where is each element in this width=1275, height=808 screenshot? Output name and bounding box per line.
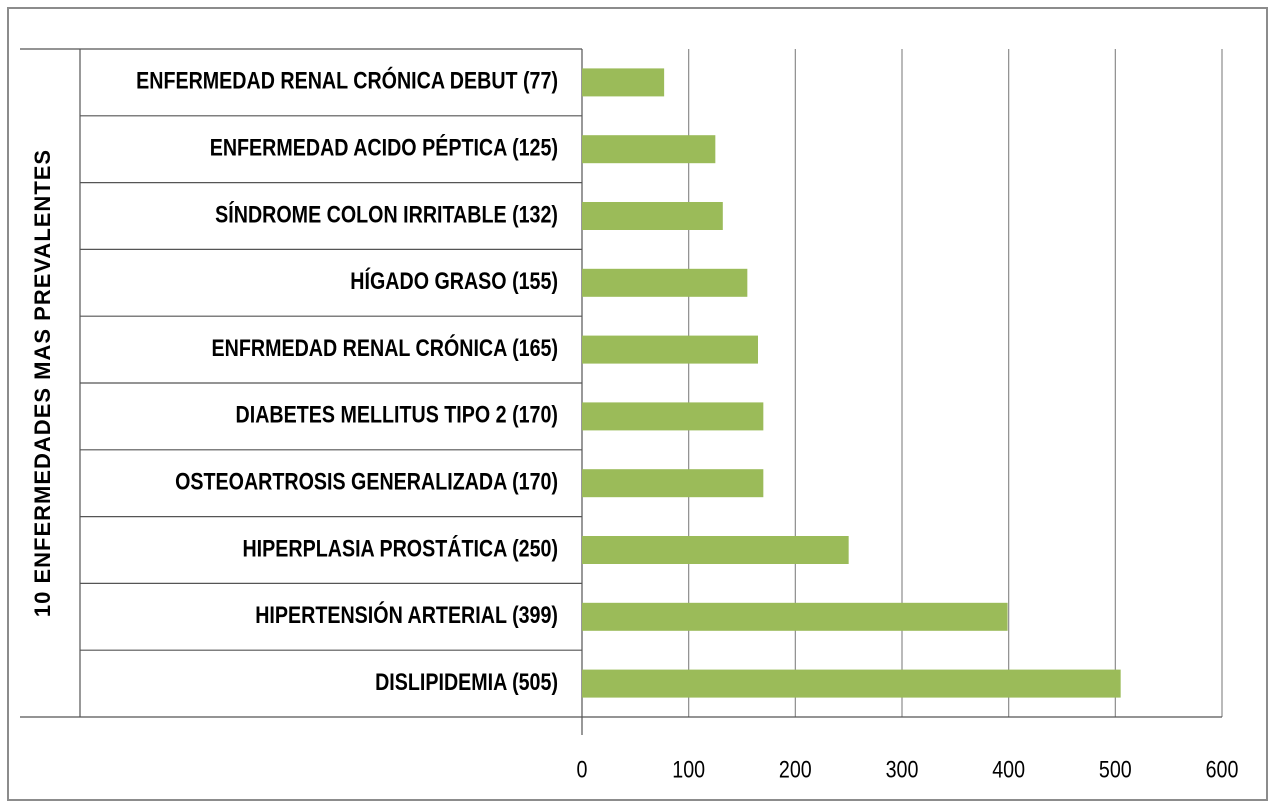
category-label: OSTEOARTROSIS GENERALIZADA (170) <box>175 468 558 495</box>
x-tick-label: 200 <box>779 755 812 782</box>
category-label-group: SÍNDROME COLON IRRITABLE (132) <box>215 200 558 227</box>
category-label: ENFERMEDAD ACIDO PÉPTICA (125) <box>210 134 558 161</box>
category-label-group: HÍGADO GRASO (155) <box>350 267 558 294</box>
bar <box>582 536 849 564</box>
category-label-group: HIPERTENSIÓN ARTERIAL (399) <box>255 601 558 628</box>
category-label: ENFRMEDAD RENAL CRÓNICA (165) <box>212 334 558 361</box>
category-label-group: DIABETES MELLITUS TIPO 2 (170) <box>236 401 558 428</box>
x-tick-label: 300 <box>886 755 919 782</box>
category-label: ENFERMEDAD RENAL CRÓNICA DEBUT (77) <box>136 67 558 94</box>
x-tick-label: 0 <box>577 755 588 782</box>
x-tick-label: 500 <box>1099 755 1132 782</box>
x-tick-label: 100 <box>672 755 705 782</box>
bar <box>582 268 748 297</box>
category-label-group: ENFRMEDAD RENAL CRÓNICA (165) <box>212 334 558 361</box>
bar <box>582 135 716 164</box>
category-label: HIPERTENSIÓN ARTERIAL (399) <box>255 601 558 628</box>
category-label: DIABETES MELLITUS TIPO 2 (170) <box>236 401 558 428</box>
bar <box>582 669 1121 698</box>
category-label-group: DISLIPIDEMIA (505) <box>375 668 558 695</box>
category-label-group: ENFERMEDAD ACIDO PÉPTICA (125) <box>210 134 558 161</box>
category-label-group: OSTEOARTROSIS GENERALIZADA (170) <box>175 468 558 495</box>
bar <box>582 469 764 498</box>
category-label-group: ENFERMEDAD RENAL CRÓNICA DEBUT (77) <box>136 67 558 94</box>
bar <box>582 202 723 230</box>
y-axis-label: 10 ENFERMEDADES MAS PREVALENTES <box>30 149 55 617</box>
category-label: SÍNDROME COLON IRRITABLE (132) <box>215 200 558 227</box>
bar <box>582 402 764 431</box>
bar <box>582 335 758 364</box>
category-label: DISLIPIDEMIA (505) <box>375 668 558 695</box>
category-label: HÍGADO GRASO (155) <box>350 267 558 294</box>
category-label-group: HIPERPLASIA PROSTÁTICA (250) <box>242 534 558 561</box>
x-tick-label: 600 <box>1206 755 1239 782</box>
category-label: HIPERPLASIA PROSTÁTICA (250) <box>242 534 558 561</box>
bar <box>582 602 1008 631</box>
bar <box>582 68 665 97</box>
x-tick-label: 400 <box>992 755 1025 782</box>
